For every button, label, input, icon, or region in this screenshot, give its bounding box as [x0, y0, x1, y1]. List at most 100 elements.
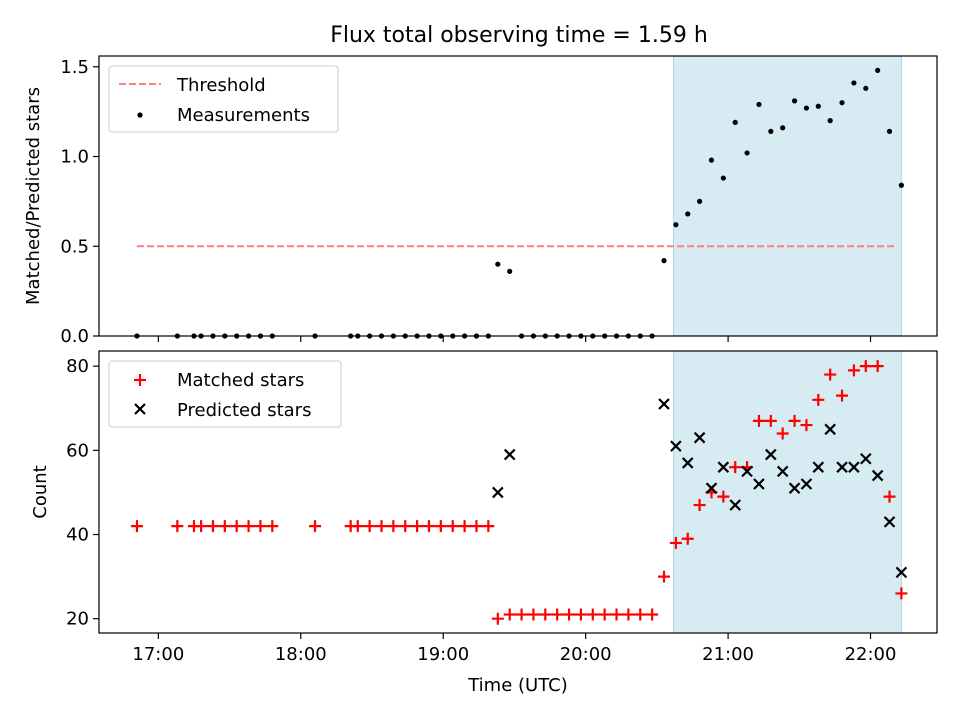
matched-star-marker [717, 490, 730, 503]
measurement-point [697, 198, 703, 204]
matched-star-marker [859, 360, 872, 373]
top-y-tick-label: 1.5 [60, 57, 89, 78]
matched-star-marker [895, 587, 908, 600]
matched-star-marker [788, 414, 801, 427]
measurement-point [720, 175, 726, 181]
legend-predicted-swatch [134, 403, 146, 415]
matched-star-marker [551, 608, 564, 621]
measurement-point [744, 150, 750, 156]
matched-star-marker [515, 608, 528, 621]
top-panel: 0.0 0.5 1.0 1.5 Matched/Predicted stars Thr… [23, 55, 938, 347]
top-y-tick-label: 1.0 [60, 147, 89, 168]
matched-star-marker [387, 520, 400, 533]
matched-star-marker [309, 520, 322, 533]
x-tick-label: 17:00 [132, 644, 184, 665]
measurement-point [732, 119, 738, 126]
measurement-point [898, 182, 904, 188]
matched-star-marker [482, 520, 495, 533]
matched-star-marker [776, 427, 789, 440]
predicted-star-marker [883, 516, 896, 528]
bottom-y-tick-label: 60 [66, 440, 89, 461]
measurement-point [495, 261, 501, 267]
matched-star-marker [503, 608, 516, 621]
top-axes-frame [98, 55, 938, 337]
matched-star-marker [434, 520, 447, 533]
matched-star-marker [800, 419, 813, 432]
matched-star-marker [539, 608, 552, 621]
bottom-y-tick-label: 40 [66, 525, 89, 546]
measurement-point [507, 268, 513, 274]
bottom-y-tick-label: 20 [66, 609, 89, 630]
top-y-axis-label: Matched/Predicted stars [23, 87, 44, 305]
measurement-point [673, 222, 679, 228]
matched-star-marker [883, 490, 896, 503]
matched-star-marker [422, 520, 435, 533]
predicted-star-marker [776, 465, 789, 478]
measurement-point [827, 118, 833, 124]
matched-star-marker [764, 414, 777, 427]
matched-star-marker [446, 520, 459, 533]
bottom-axes-frame [98, 350, 938, 634]
predicted-star-marker [753, 478, 765, 490]
measurement-point [661, 258, 667, 264]
predicted-star-marker [824, 423, 836, 436]
measurement-point [768, 128, 774, 134]
measurement-point [886, 128, 893, 134]
predicted-star-marker [729, 499, 741, 511]
predicted-star-marker [800, 478, 813, 490]
matched-star-marker [399, 520, 412, 533]
top-legend-box [108, 65, 339, 133]
matched-star-marker [563, 608, 576, 621]
matched-star-marker [491, 612, 504, 625]
matched-star-marker [847, 364, 860, 377]
x-tick-label: 18:00 [275, 644, 327, 665]
matched-star-marker [363, 520, 376, 533]
bottom-y-axis: 20 40 60 80 [66, 356, 99, 630]
x-tick-label: 21:00 [702, 644, 754, 665]
matched-star-marker [610, 608, 623, 621]
measurement-point [780, 125, 786, 131]
matched-star-marker [458, 520, 471, 533]
predicted-star-marker [895, 566, 908, 579]
legend-matched-label: Matched stars [177, 370, 304, 391]
predicted-star-marker [765, 448, 777, 461]
x-tick-label: 22:00 [845, 644, 897, 665]
predicted-star-marker [788, 482, 801, 494]
matched-star-marker [242, 520, 255, 533]
matched-star-marker [375, 520, 388, 533]
matched-star-marker [729, 461, 742, 474]
x-tick-label: 20:00 [560, 644, 612, 665]
predicted-star-marker [670, 440, 682, 452]
top-y-axis: 0.0 0.5 1.0 1.5 [60, 57, 99, 347]
chart-title: Flux total observing time = 1.59 h [330, 23, 708, 48]
legend-matched-swatch [134, 374, 146, 386]
matched-star-marker [836, 389, 849, 402]
matched-star-marker [646, 608, 659, 621]
predicted-star-marker [848, 461, 860, 473]
legend-measurements-label: Measurements [177, 105, 310, 126]
predicted-star-marker [705, 482, 718, 494]
matched-star-marker [351, 520, 364, 533]
measurement-point [851, 80, 857, 86]
top-highlight-span [672, 55, 902, 337]
matched-star-marker [470, 520, 483, 533]
top-y-tick-label: 0.0 [60, 326, 89, 347]
matched-star-marker [681, 532, 694, 545]
predicted-star-marker [503, 448, 516, 461]
matched-star-marker [254, 520, 267, 533]
predicted-star-marker [741, 465, 753, 478]
matched-star-marker [693, 499, 706, 512]
matched-star-marker [824, 368, 837, 381]
matched-star-marker [634, 608, 647, 621]
matched-star-marker [171, 520, 184, 533]
predicted-star-marker [812, 461, 825, 473]
predicted-star-marker [693, 431, 706, 444]
matched-star-marker [669, 536, 682, 549]
measurement-point [756, 101, 762, 108]
measurement-point [791, 98, 798, 104]
measurement-point [803, 105, 810, 111]
matched-star-marker [871, 360, 884, 373]
matched-star-marker [266, 520, 279, 533]
